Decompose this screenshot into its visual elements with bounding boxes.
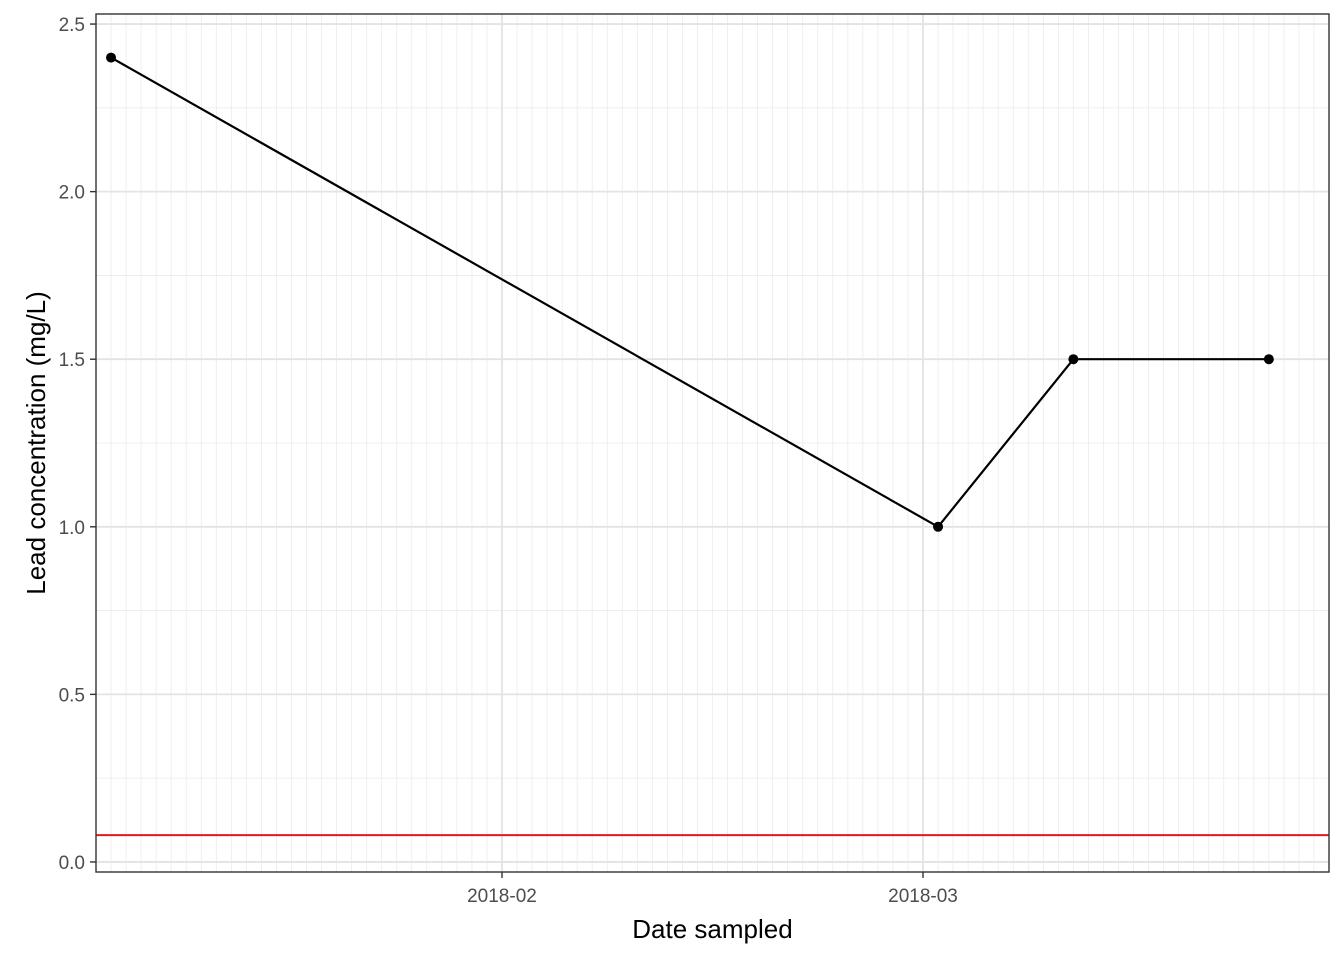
x-axis-title: Date sampled [632, 914, 792, 944]
x-tick-label: 2018-02 [467, 886, 537, 907]
minor-gridlines [95, 14, 1330, 872]
series-points [106, 52, 1274, 532]
x-axis: 2018-02 2018-03 [467, 872, 958, 907]
series-line [110, 56, 1269, 528]
y-tick-label: 0.5 [59, 685, 85, 706]
data-point [1263, 354, 1274, 365]
y-axis-title: Lead concentration (mg/L) [21, 291, 51, 595]
y-tick-label: 0.0 [59, 853, 85, 874]
y-tick-label: 2.0 [59, 183, 85, 204]
y-tick-label: 1.5 [59, 350, 85, 371]
data-point [106, 52, 117, 63]
y-tick-label: 2.5 [59, 15, 85, 36]
y-tick-label: 1.0 [59, 518, 85, 539]
series-lines [110, 56, 1269, 528]
plot-panel-border [95, 13, 1330, 873]
x-tick-label: 2018-03 [888, 886, 958, 907]
data-point [933, 521, 944, 532]
y-axis: 0.0 0.5 1.0 1.5 2.0 2.5 [59, 15, 96, 874]
data-point [1068, 354, 1079, 365]
